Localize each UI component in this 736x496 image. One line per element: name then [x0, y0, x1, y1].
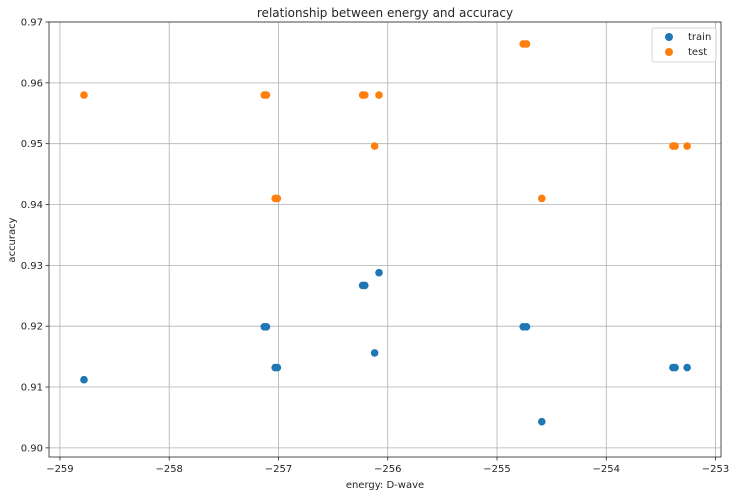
x-tick-label: −259 — [46, 464, 73, 475]
x-tick-label: −258 — [155, 464, 182, 475]
data-point-train — [375, 268, 383, 277]
data-point-train — [80, 375, 88, 384]
data-point-test — [273, 194, 282, 203]
legend-label-train: train — [688, 32, 711, 43]
data-point-test — [683, 142, 691, 150]
plot-frame — [48, 21, 722, 458]
chart-title: relationship between energy and accuracy — [257, 6, 513, 20]
x-tick-label: −254 — [593, 464, 620, 475]
legend-marker-train — [665, 33, 673, 41]
data-point-train — [671, 363, 679, 372]
y-axis-label: accuracy — [7, 217, 18, 262]
legend-label-test: test — [688, 47, 707, 58]
data-point-train — [370, 349, 379, 357]
y-tick-label: 0.94 — [21, 200, 43, 211]
data-point-test — [370, 142, 379, 150]
x-tick-label: −253 — [702, 464, 729, 475]
legend-marker-test — [665, 48, 673, 56]
y-tick-label: 0.90 — [21, 443, 43, 454]
data-point-train — [360, 281, 369, 290]
y-tick-label: 0.96 — [21, 78, 43, 89]
y-tick-label: 0.92 — [21, 322, 43, 333]
y-tick-label: 0.91 — [21, 383, 43, 394]
plot-area — [49, 22, 721, 457]
data-point-train — [538, 417, 546, 426]
data-point-test — [80, 91, 88, 99]
data-point-test — [522, 40, 531, 48]
data-point-train — [262, 323, 271, 331]
y-tick-label: 0.95 — [21, 139, 43, 150]
data-point-test — [538, 194, 546, 203]
data-point-train — [683, 363, 691, 372]
data-point-train — [273, 363, 282, 372]
x-axis-label: energy: D-wave — [346, 480, 424, 491]
y-tick-label: 0.93 — [21, 261, 43, 272]
x-tick-label: −257 — [265, 464, 292, 475]
y-tick-label: 0.97 — [21, 18, 43, 29]
data-point-test — [375, 91, 383, 99]
legend: train test — [651, 27, 717, 63]
data-point-train — [522, 323, 531, 331]
x-tick-label: −256 — [374, 464, 401, 475]
data-point-test — [262, 91, 271, 99]
axis-ticks: −259 −258 −257 −256 −255 −254 −253 0.90 0.91 0.92… — [21, 18, 730, 476]
x-tick-label: −255 — [483, 464, 510, 475]
data-point-test — [360, 91, 369, 99]
data-points — [80, 40, 691, 426]
data-point-test — [671, 142, 679, 150]
